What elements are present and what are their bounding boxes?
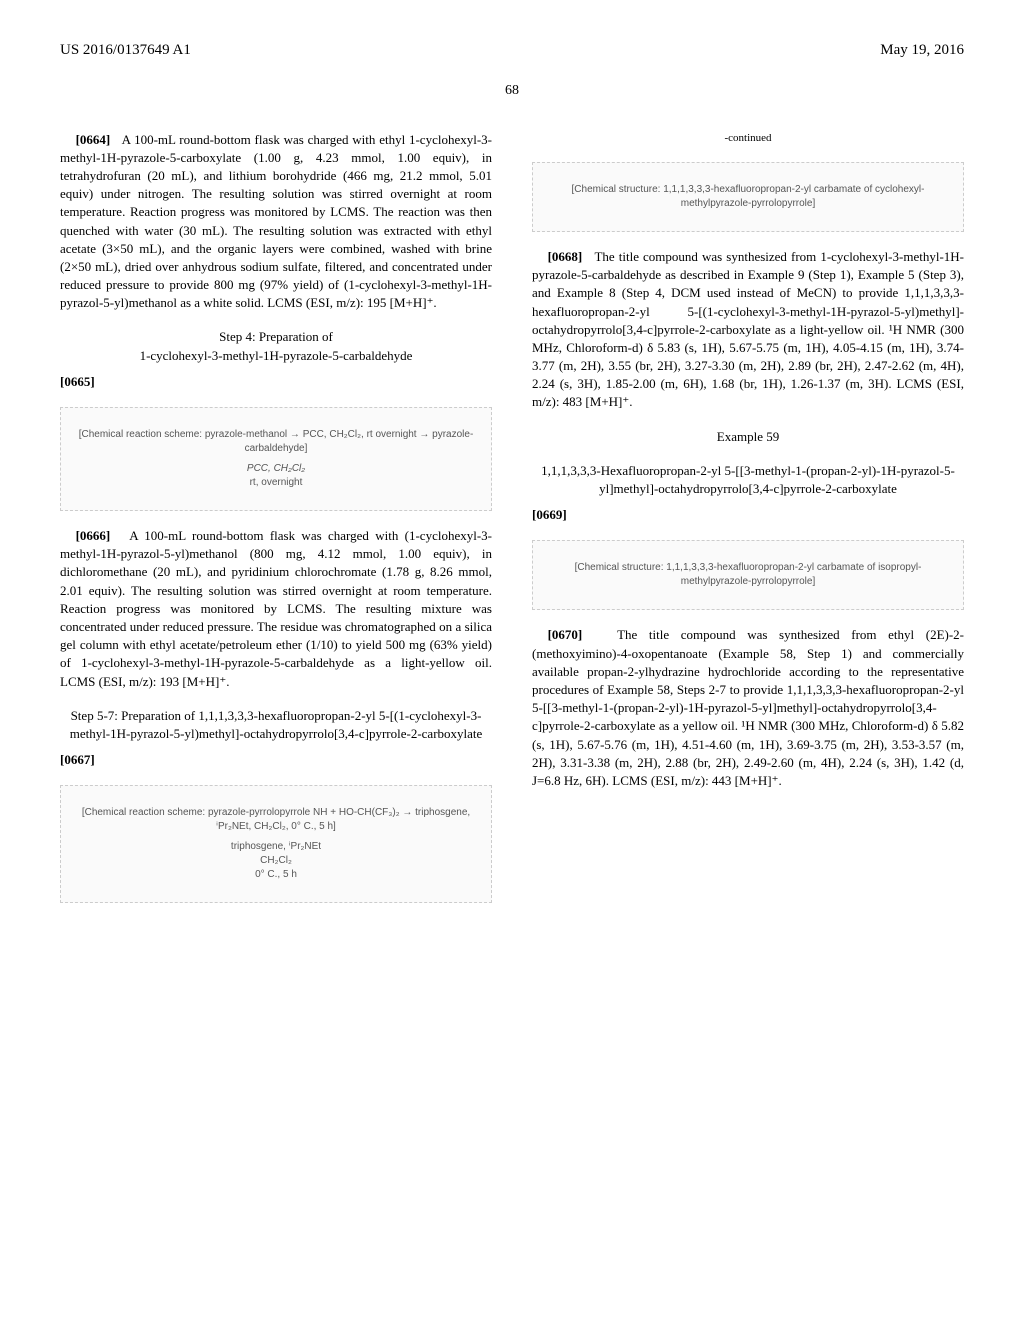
para-text: The title compound was synthesized from …: [532, 249, 964, 410]
paragraph-0669: [0669]: [532, 506, 964, 524]
scheme-reagents: PCC, CH₂Cl₂: [69, 462, 483, 476]
scheme-conditions: rt, overnight: [69, 476, 483, 490]
para-number: [0667]: [60, 752, 95, 767]
structure-label: [Chemical structure: 1,1,1,3,3,3-hexaflu…: [541, 183, 955, 211]
continued-label: -continued: [532, 131, 964, 146]
chemical-structure-product1: [Chemical structure: 1,1,1,3,3,3-hexaflu…: [532, 162, 964, 232]
para-number: [0664]: [76, 132, 111, 147]
para-number: [0666]: [76, 528, 111, 543]
scheme-label: [Chemical reaction scheme: pyrazole-pyrr…: [69, 806, 483, 834]
para-text: A 100-mL round-bottom flask was charged …: [60, 528, 492, 689]
right-column: -continued [Chemical structure: 1,1,1,3,…: [532, 131, 964, 920]
left-column: [0664] A 100-mL round-bottom flask was c…: [60, 131, 492, 920]
paragraph-0668: [0668] The title compound was synthesize…: [532, 248, 964, 412]
step4-heading: Step 4: Preparation of 1-cyclohexyl-3-me…: [60, 328, 492, 364]
para-number: [0665]: [60, 374, 95, 389]
publication-number: US 2016/0137649 A1: [60, 40, 191, 61]
step5-7-heading: Step 5-7: Preparation of 1,1,1,3,3,3-hex…: [60, 707, 492, 743]
chemical-scheme-step5-7: [Chemical reaction scheme: pyrazole-pyrr…: [60, 785, 492, 903]
example59-heading: Example 59: [532, 428, 964, 446]
para-text: A 100-mL round-bottom flask was charged …: [60, 132, 492, 311]
example59-title: 1,1,1,3,3,3-Hexafluoropropan-2-yl 5-[[3-…: [532, 462, 964, 498]
publication-date: May 19, 2016: [880, 40, 964, 61]
structure-label: [Chemical structure: 1,1,1,3,3,3-hexaflu…: [541, 561, 955, 589]
page-header: US 2016/0137649 A1 May 19, 2016: [60, 40, 964, 61]
scheme-label: [Chemical reaction scheme: pyrazole-meth…: [69, 428, 483, 456]
para-text: The title compound was synthesized from …: [532, 627, 964, 788]
chemical-scheme-step4: [Chemical reaction scheme: pyrazole-meth…: [60, 407, 492, 511]
paragraph-0667: [0667]: [60, 751, 492, 769]
paragraph-0666: [0666] A 100-mL round-bottom flask was c…: [60, 527, 492, 691]
para-number: [0668]: [548, 249, 583, 264]
para-number: [0670]: [548, 627, 583, 642]
chemical-structure-example59: [Chemical structure: 1,1,1,3,3,3-hexaflu…: [532, 540, 964, 610]
paragraph-0665: [0665]: [60, 373, 492, 391]
para-number: [0669]: [532, 507, 567, 522]
page-number: 68: [60, 81, 964, 101]
paragraph-0670: [0670] The title compound was synthesize…: [532, 626, 964, 790]
scheme-conditions: triphosgene, ⁱPr₂NEt CH₂Cl₂ 0° C., 5 h: [69, 840, 483, 882]
two-column-layout: [0664] A 100-mL round-bottom flask was c…: [60, 131, 964, 920]
paragraph-0664: [0664] A 100-mL round-bottom flask was c…: [60, 131, 492, 313]
